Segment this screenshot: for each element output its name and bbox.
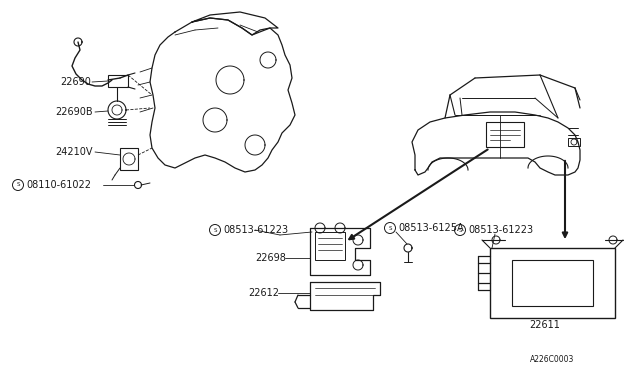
Text: S: S: [388, 225, 392, 231]
Text: 22690: 22690: [60, 77, 91, 87]
Bar: [512, 260, 593, 306]
Text: A226C0003: A226C0003: [530, 356, 574, 365]
Text: 22690B: 22690B: [55, 107, 93, 117]
Text: 24210V: 24210V: [55, 147, 93, 157]
Bar: [315, 232, 345, 260]
Text: 08110-61022: 08110-61022: [26, 180, 91, 190]
Text: S: S: [213, 228, 217, 232]
Text: 22611: 22611: [529, 320, 561, 330]
Bar: [120, 148, 138, 170]
Text: 22698: 22698: [255, 253, 286, 263]
Bar: [568, 138, 580, 146]
Text: 08513-61223: 08513-61223: [468, 225, 533, 235]
Text: S: S: [16, 183, 20, 187]
Bar: [490, 248, 615, 318]
Text: S: S: [458, 228, 461, 232]
Text: 08513-6125A: 08513-6125A: [398, 223, 463, 233]
Text: 22612: 22612: [248, 288, 279, 298]
Bar: [486, 122, 524, 147]
Text: 08513-61223: 08513-61223: [223, 225, 288, 235]
Bar: [108, 75, 128, 87]
